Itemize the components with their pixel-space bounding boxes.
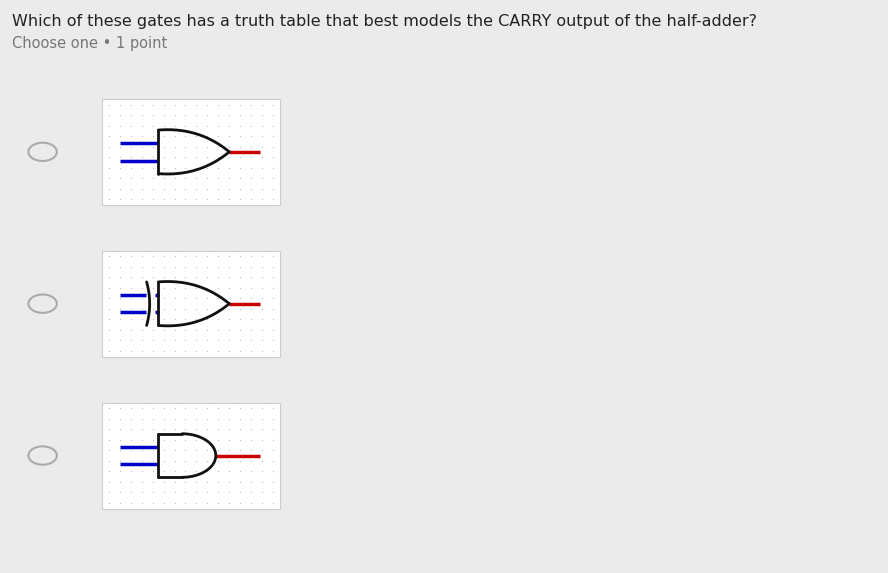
Bar [102, 251, 280, 356]
Text: Choose one • 1 point: Choose one • 1 point [12, 36, 167, 50]
Text: Which of these gates has a truth table that best models the CARRY output of the : Which of these gates has a truth table t… [12, 14, 757, 29]
Bar [102, 403, 280, 509]
Bar [102, 99, 280, 205]
